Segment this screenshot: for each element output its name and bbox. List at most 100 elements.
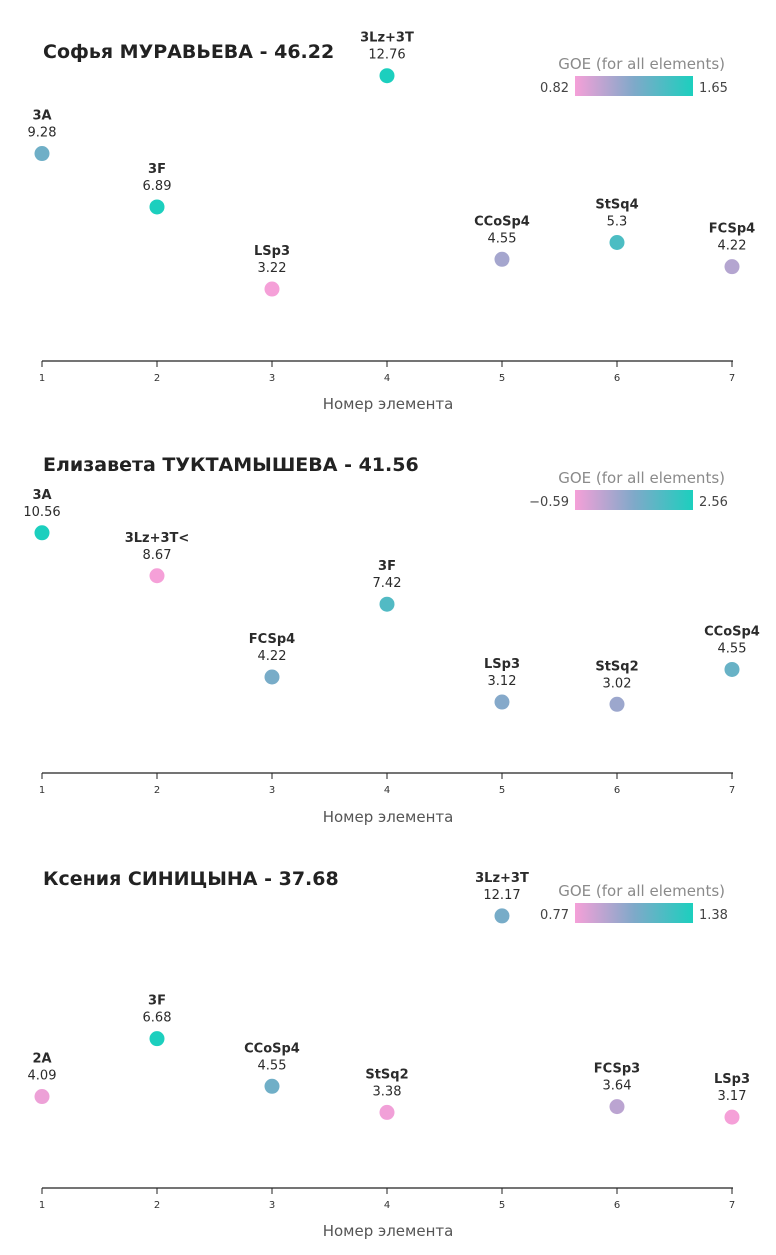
element-score-label: 6.68 xyxy=(143,1011,172,1026)
chart-title: Елизавета ТУКТАМЫШЕВА - 41.56 xyxy=(43,454,419,476)
element-code-label: LSp3 xyxy=(484,657,520,672)
x-tick-label: 2 xyxy=(154,373,160,384)
element-score-label: 8.67 xyxy=(143,548,172,563)
element-code-label: LSp3 xyxy=(714,1072,750,1087)
data-point xyxy=(34,146,50,162)
element-score-label: 4.55 xyxy=(718,641,747,656)
element-code-label: 3F xyxy=(148,162,166,177)
element-score-label: 7.42 xyxy=(373,576,402,591)
element-code-label: 3Lz+3T xyxy=(475,871,529,886)
element-code-label: 3F xyxy=(148,994,166,1009)
element-code-label: CCoSp4 xyxy=(244,1041,300,1056)
x-tick-label: 5 xyxy=(499,373,505,384)
element-code-label: FCSp4 xyxy=(249,632,295,647)
data-point xyxy=(609,1099,625,1115)
legend-title: GOE (for all elements) xyxy=(558,469,725,487)
element-score-label: 4.55 xyxy=(488,231,517,246)
x-tick-label: 4 xyxy=(384,1200,390,1211)
chart-panel-2: Елизавета ТУКТАМЫШЕВА - 41.56 GOE (for a… xyxy=(23,454,759,826)
data-point xyxy=(494,694,510,710)
element-code-label: CCoSp4 xyxy=(704,624,760,639)
legend-max: 1.38 xyxy=(699,908,728,923)
x-axis-label: Номер элемента xyxy=(323,395,454,413)
element-code-label: FCSp3 xyxy=(594,1062,640,1077)
element-code-label: 2A xyxy=(32,1052,51,1067)
element-code-label: FCSp4 xyxy=(709,222,755,237)
data-point xyxy=(264,281,280,297)
x-axis-ticks: 1 2 3 4 5 6 7 xyxy=(39,1188,735,1211)
x-axis-label: Номер элемента xyxy=(323,1222,454,1240)
x-tick-label: 5 xyxy=(499,785,505,796)
data-point xyxy=(149,1031,165,1047)
data-point xyxy=(379,1104,395,1120)
chart-panel-1: Софья МУРАВЬЕВА - 46.22 GOE (for all ele… xyxy=(28,31,756,413)
legend-min: 0.77 xyxy=(540,908,569,923)
element-score-label: 4.09 xyxy=(28,1069,57,1084)
x-tick-label: 7 xyxy=(729,1200,735,1211)
element-code-label: 3F xyxy=(378,559,396,574)
element-score-label: 6.89 xyxy=(143,179,172,194)
legend-min: 0.82 xyxy=(540,81,569,96)
data-point xyxy=(379,596,395,612)
x-tick-label: 2 xyxy=(154,1200,160,1211)
element-score-label: 5.3 xyxy=(607,215,628,230)
data-point xyxy=(34,1089,50,1105)
legend-gradient-bar xyxy=(575,490,693,510)
x-tick-label: 4 xyxy=(384,373,390,384)
chart-title: Ксения СИНИЦЫНА - 37.68 xyxy=(43,868,339,890)
data-point xyxy=(149,199,165,215)
element-code-label: 3Lz+3T xyxy=(360,31,414,46)
x-tick-label: 3 xyxy=(269,785,275,796)
legend-min: −0.59 xyxy=(529,495,569,510)
x-tick-label: 1 xyxy=(39,373,45,384)
x-tick-label: 1 xyxy=(39,785,45,796)
element-code-label: 3Lz+3T< xyxy=(125,531,190,546)
element-score-label: 4.22 xyxy=(718,239,747,254)
legend-gradient-bar xyxy=(575,76,693,96)
element-score-label: 4.22 xyxy=(258,649,287,664)
data-point xyxy=(609,235,625,251)
x-tick-label: 5 xyxy=(499,1200,505,1211)
element-code-label: StSq2 xyxy=(595,659,638,674)
goe-legend: GOE (for all elements) 0.77 1.38 xyxy=(540,882,728,923)
legend-max: 1.65 xyxy=(699,81,728,96)
data-point xyxy=(149,568,165,584)
data-points: 2A 4.09 3F 6.68 CCoSp4 4.55 StSq2 3.38 3Lz+3T 12.… xyxy=(28,871,750,1125)
element-code-label: CCoSp4 xyxy=(474,214,530,229)
goe-legend: GOE (for all elements) 0.82 1.65 xyxy=(540,55,728,96)
element-code-label: 3A xyxy=(32,109,51,124)
data-point xyxy=(494,251,510,267)
data-point xyxy=(379,68,395,84)
x-tick-label: 1 xyxy=(39,1200,45,1211)
element-score-label: 10.56 xyxy=(23,505,60,520)
x-axis-label: Номер элемента xyxy=(323,808,454,826)
data-point xyxy=(609,696,625,712)
element-code-label: StSq4 xyxy=(595,198,638,213)
data-point xyxy=(264,669,280,685)
element-score-label: 4.55 xyxy=(258,1058,287,1073)
legend-gradient-bar xyxy=(575,903,693,923)
data-point xyxy=(34,525,50,541)
data-point xyxy=(264,1078,280,1094)
x-tick-label: 3 xyxy=(269,373,275,384)
x-axis-ticks: 1 2 3 4 5 6 7 xyxy=(39,773,735,796)
x-axis-ticks: 1 2 3 4 5 6 7 xyxy=(39,361,735,384)
data-points: 3A 9.28 3F 6.89 LSp3 3.22 3Lz+3T 12.76 CCoSp4 4.5… xyxy=(28,31,755,297)
element-score-label: 3.64 xyxy=(603,1079,632,1094)
element-code-label: 3A xyxy=(32,488,51,503)
legend-max: 2.56 xyxy=(699,495,728,510)
data-point xyxy=(724,1109,740,1125)
element-score-label: 3.12 xyxy=(488,674,517,689)
data-points: 3A 10.56 3Lz+3T< 8.67 FCSp4 4.22 3F 7.42 LSp3 3.1… xyxy=(23,488,760,712)
legend-title: GOE (for all elements) xyxy=(558,55,725,73)
legend-title: GOE (for all elements) xyxy=(558,882,725,900)
element-score-label: 3.38 xyxy=(373,1084,402,1099)
chart-panel-3: Ксения СИНИЦЫНА - 37.68 GOE (for all ele… xyxy=(28,868,750,1240)
element-code-label: StSq2 xyxy=(365,1067,408,1082)
element-score-label: 12.76 xyxy=(368,48,405,63)
x-tick-label: 6 xyxy=(614,785,620,796)
x-tick-label: 7 xyxy=(729,785,735,796)
element-score-label: 3.22 xyxy=(258,261,287,276)
x-tick-label: 6 xyxy=(614,373,620,384)
